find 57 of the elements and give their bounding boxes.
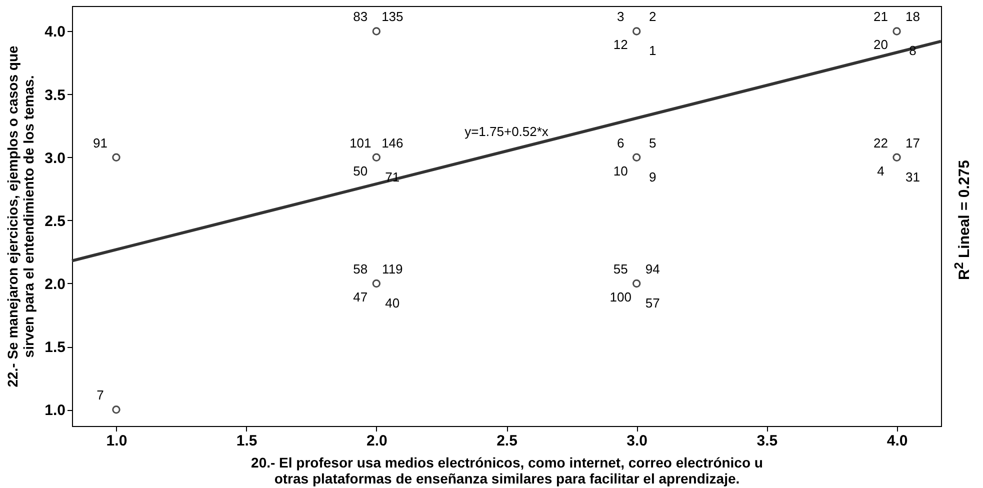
y-tick-label: 4.0 <box>44 24 66 41</box>
annotation: 5 <box>648 135 656 150</box>
annotation: 9 <box>648 169 656 184</box>
x-tick-label: 2.5 <box>496 432 518 450</box>
annotation: 100 <box>610 289 632 304</box>
point <box>112 406 120 414</box>
annotation: 94 <box>645 261 660 276</box>
point <box>372 27 381 36</box>
point <box>892 27 901 36</box>
x-tick-label: 1.5 <box>236 432 258 450</box>
x-tick-label: 2.0 <box>366 432 388 450</box>
annotation: 101 <box>350 135 372 150</box>
annotation: 21 <box>874 9 888 24</box>
y-tick-label: 1.5 <box>44 339 66 356</box>
annotation: 83 <box>353 9 368 24</box>
annotation: 135 <box>382 9 404 24</box>
annotation: 50 <box>353 163 368 178</box>
annotation: 18 <box>906 9 920 24</box>
x-tick-label: 3.5 <box>756 432 778 450</box>
point <box>372 153 381 162</box>
annotation: 57 <box>645 295 660 310</box>
x-tick-label: 1.0 <box>106 432 128 450</box>
annotation: 7 <box>96 388 104 403</box>
x-tick-label: 4.0 <box>886 432 908 450</box>
point <box>632 279 641 288</box>
y-tick-label: 3.5 <box>44 86 66 104</box>
annotation: 6 <box>616 135 624 150</box>
y-axis-title: 22.- Se manejaron ejercicios, ejemplos o casos que sirven para el entendimiento de los temas. <box>4 45 37 388</box>
annotation: 119 <box>382 261 403 276</box>
point <box>892 153 901 162</box>
annotation: 146 <box>382 135 404 150</box>
point <box>112 153 120 162</box>
x-tick-label: 3.0 <box>626 432 648 450</box>
point <box>632 153 641 162</box>
annotation: 31 <box>906 169 920 184</box>
annotation: 10 <box>613 163 628 178</box>
y-tick-label: 2.5 <box>44 212 66 230</box>
annotation: 47 <box>353 289 368 304</box>
point <box>632 27 641 36</box>
annotation: 17 <box>906 135 920 150</box>
annotation: 58 <box>353 261 368 276</box>
annotation: 91 <box>92 135 108 150</box>
annotation: 20 <box>874 37 888 52</box>
annotation: 3 <box>616 9 624 24</box>
annotation: 2 <box>648 9 656 24</box>
annotation: 4 <box>877 163 884 178</box>
y-tick-label: 3.0 <box>44 150 66 167</box>
point <box>372 279 381 288</box>
y-tick-label: 1.0 <box>44 402 66 420</box>
x-axis-title: 20.- El profesor usa medios electrónicos, como internet, correo electrónico u otras plataformas de enseñanza similares para facilitar el aprendizaje. <box>251 454 763 486</box>
y-tick-label: 2.0 <box>44 276 66 293</box>
annotation: 12 <box>613 37 628 52</box>
annotation: 22 <box>874 135 888 150</box>
annotation: 40 <box>385 295 400 310</box>
annotation: y=1.75+0.52*x <box>464 124 549 139</box>
annotation: 55 <box>613 261 628 276</box>
annotation: 1 <box>648 43 656 58</box>
